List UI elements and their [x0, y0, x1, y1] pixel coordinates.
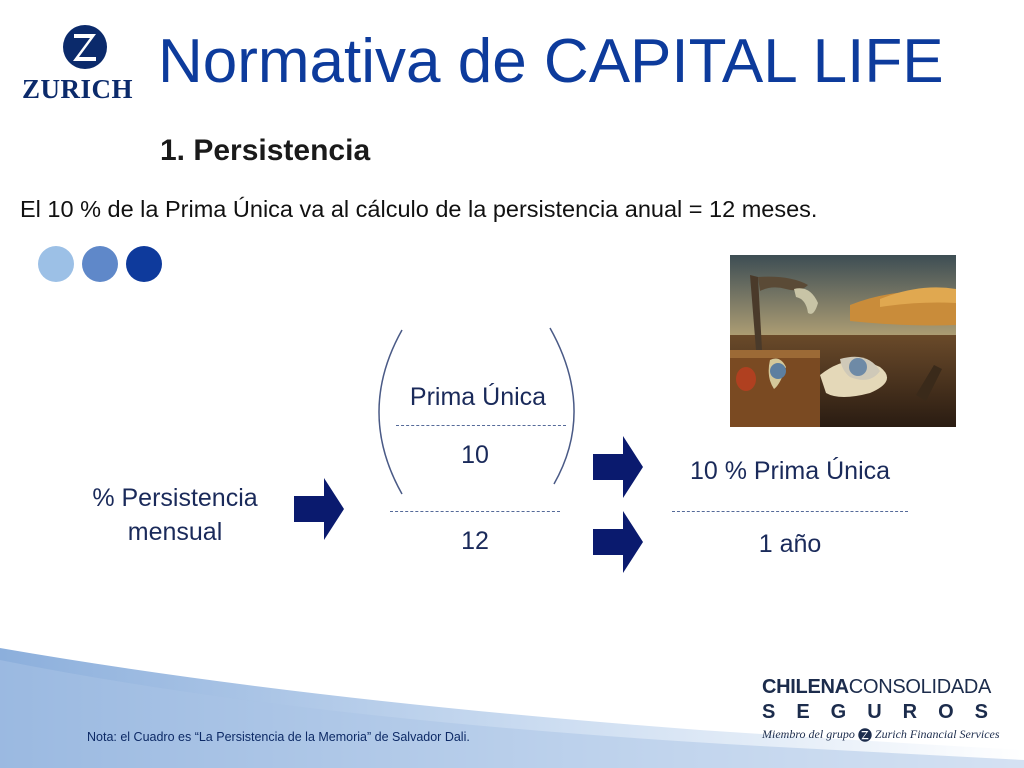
description-text: El 10 % de la Prima Única va al cálculo …	[20, 196, 818, 222]
prima-unica-label: Prima Única	[409, 383, 547, 411]
brand-seguros: SEGUROS	[762, 701, 1010, 723]
arrow-right-icon	[294, 478, 344, 540]
numerator-value: 10	[461, 441, 489, 469]
result-numerator: 10 % Prima Única	[689, 457, 891, 485]
chilena-consolidada-brand: CHILENACONSOLIDADA SEGUROS Miembro del g…	[762, 676, 1002, 742]
decor-dot-medium	[82, 246, 118, 282]
page-title: Normativa de CAPITAL LIFE	[158, 27, 944, 96]
fraction-brackets	[378, 327, 575, 495]
arrow-right-icon	[593, 436, 643, 498]
section-subtitle: 1. Persistencia	[160, 134, 371, 167]
zurich-wordmark: ZURICH	[22, 74, 134, 104]
brand-name: CHILENACONSOLIDADA	[762, 676, 1002, 699]
brand-tagline: Miembro del grupo Zurich Financial Servi…	[762, 727, 1002, 742]
brand-tagline-prefix: Miembro del grupo	[762, 727, 855, 741]
footnote: Nota: el Cuadro es “La Persistencia de l…	[87, 730, 470, 744]
persistence-of-memory-painting	[730, 255, 956, 427]
persistencia-mensual-label: % Persistencia mensual	[92, 484, 258, 546]
footer-wave-decoration	[0, 648, 1024, 768]
result-denominator: 1 año	[758, 530, 822, 558]
decor-dot-dark	[126, 246, 162, 282]
zurich-z-icon	[63, 25, 107, 69]
zurich-z-small-icon	[858, 727, 872, 742]
decor-dot-light	[38, 246, 74, 282]
brand-name-bold: CHILENA	[762, 676, 849, 698]
fraction-line-outer	[390, 511, 560, 512]
arrow-right-icon	[593, 511, 643, 573]
fraction-line-inner	[396, 425, 566, 426]
denominator-value: 12	[461, 527, 489, 555]
brand-tagline-suffix: Zurich Financial Services	[874, 727, 1000, 741]
fraction-line-result	[672, 511, 908, 512]
brand-name-regular: CONSOLIDADA	[848, 676, 992, 698]
